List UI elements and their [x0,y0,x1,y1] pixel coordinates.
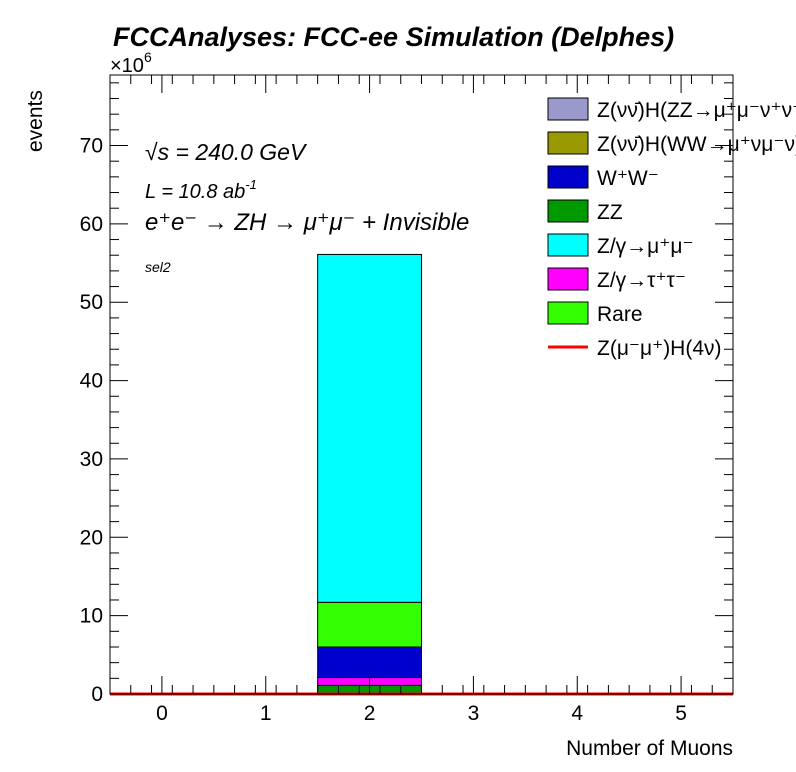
chart-title: FCCAnalyses: FCC-ee Simulation (Delphes) [113,22,674,52]
legend-label: ZZ [597,201,623,224]
legend-label: Rare [597,303,643,326]
y-tick-label: 20 [80,526,103,549]
y-tick-label: 10 [80,605,103,628]
luminosity-exponent: -1 [245,177,257,192]
legend-label: Z(νν̄)H(WW→μ⁺νμ⁻ν) [597,133,796,156]
legend-swatch-z-h-ww- [547,131,589,155]
histogram-bars [317,253,422,695]
legend-swatch-rare [547,301,589,325]
y-axis-label: events [24,90,47,152]
selection-annotation: sel2 [145,259,171,275]
legend-swatch-z-h-zz- [547,97,589,121]
y-tick-label: 40 [80,370,103,393]
y-tick-label: 70 [80,135,103,158]
legend-swatch-w-w- [547,165,589,189]
process-annotation: e⁺e⁻ → ZH → μ⁺μ⁻ + Invisible [145,209,469,236]
legend: Z(νν̄)H(ZZ→μ⁺μ⁻ν⁺ν⁻) Z(νν̄)H(WW→μ⁺νμ⁻ν) W⁺… [547,97,796,360]
legend-swatch-z- [547,233,589,257]
x-tick-label: 1 [260,702,272,725]
legend-swatch-zz [547,199,589,223]
y-multiplier-exponent: 6 [144,49,152,65]
y-tick-label: 60 [80,213,103,236]
y-tick-label: 30 [80,448,103,471]
y-tick-label: 50 [80,291,103,314]
y-tick-label: 0 [91,683,103,706]
luminosity-annotation: L = 10.8 ab-1 [145,177,257,203]
luminosity-value: L = 10.8 ab [145,181,245,203]
legend-label: Z/γ→μ⁺μ⁻ [597,235,694,258]
legend-swatch-z- [547,267,589,291]
x-tick-labels: 0 1 2 3 4 5 [156,702,687,725]
legend-label: Z(νν̄)H(ZZ→μ⁺μ⁻ν⁺ν⁻) [597,99,796,122]
bar-segment-z--bin-2 [317,253,422,603]
x-axis-label: Number of Muons [566,737,733,760]
sqrt-s-annotation: √s = 240.0 GeV [145,139,308,165]
x-tick-label: 5 [675,702,687,725]
bar-segment-w-w--bin-2 [317,646,422,679]
x-tick-label: 3 [468,702,480,725]
svg-text:×106: ×106 [110,49,152,77]
legend-label: Z/γ→τ⁺τ⁻ [597,269,686,292]
y-tick-labels: 0 10 20 30 40 50 60 70 [80,135,103,706]
legend-label: W⁺W⁻ [597,167,659,190]
legend-label: Z(μ⁻μ⁺)H(4ν) [597,337,722,360]
axis-ticks [109,75,734,695]
x-tick-label: 2 [364,702,376,725]
x-tick-label: 4 [571,702,583,725]
y-multiplier-base: ×10 [110,55,144,77]
bar-segment-rare-bin-2 [317,601,422,648]
x-tick-label: 0 [156,702,168,725]
